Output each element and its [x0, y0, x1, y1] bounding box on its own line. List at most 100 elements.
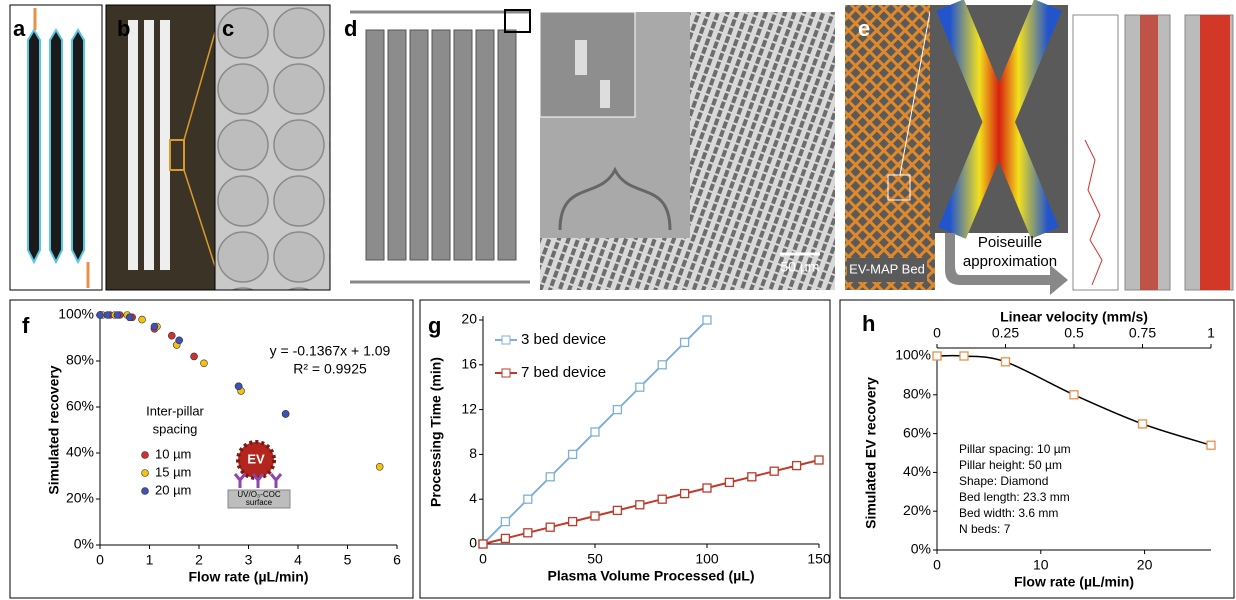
marker	[501, 518, 509, 526]
point	[104, 312, 111, 319]
marker	[703, 484, 711, 492]
y-tick-label: 60%	[66, 398, 94, 414]
annotation: Bed length: 23.3 mm	[959, 490, 1070, 504]
annotation: Pillar height: 50 µm	[959, 458, 1062, 472]
panel-label: a	[13, 16, 26, 41]
x-axis-label: Flow rate (µL/min)	[1014, 574, 1134, 590]
panel-label: e	[858, 16, 870, 41]
marker	[725, 478, 733, 486]
y-tick-label: 0	[469, 535, 477, 551]
x-tick-label: 0	[933, 557, 941, 573]
y-tick-label: 20	[461, 311, 477, 327]
y-tick-label: 100%	[58, 306, 94, 322]
x-tick-label: 0	[96, 552, 104, 568]
y-tick-label: 40%	[66, 444, 94, 460]
marker	[933, 352, 941, 360]
x-axis-label: Plasma Volume Processed (µL)	[548, 568, 755, 584]
annotation: Bed width: 3.6 mm	[959, 506, 1058, 520]
marker	[770, 467, 778, 475]
inset-label: EV	[247, 451, 265, 466]
point	[176, 337, 183, 344]
panel-label: g	[428, 313, 441, 338]
marker	[793, 462, 801, 470]
point	[282, 410, 289, 417]
x-tick-label: 2	[195, 552, 203, 568]
marker	[501, 534, 509, 542]
legend-marker	[142, 488, 149, 495]
y-axis-label: Processing Time (min)	[428, 357, 444, 507]
figure: 50 µm EV-MAP Bed Poiseuille approximatio…	[0, 0, 1236, 600]
marker	[681, 338, 689, 346]
marker	[815, 456, 823, 464]
marker	[636, 501, 644, 509]
marker	[613, 506, 621, 514]
x-tick-label: 10	[1033, 557, 1049, 573]
x-tick-label: 0	[479, 551, 487, 567]
panel-label: f	[22, 313, 30, 338]
point	[376, 463, 383, 470]
marker	[1207, 441, 1215, 449]
legend-label: 10 µm	[155, 446, 191, 461]
point	[200, 360, 207, 367]
marker	[960, 352, 968, 360]
line	[483, 460, 819, 544]
x-tick-label: 20	[1137, 557, 1153, 573]
marker	[636, 383, 644, 391]
device-schematic	[28, 30, 84, 262]
y-tick-label: 60%	[903, 424, 931, 440]
y-tick-label: 12	[461, 400, 477, 416]
marker	[569, 518, 577, 526]
annotation: N beds: 7	[959, 522, 1011, 536]
marker	[591, 428, 599, 436]
equation: R² = 0.9925	[293, 361, 367, 377]
x-tick-label: 150	[807, 551, 831, 567]
y-tick-label: 80%	[903, 386, 931, 402]
y-tick-label: 20%	[903, 502, 931, 518]
annotation: Shape: Diamond	[959, 474, 1048, 488]
x-tick-label: 3	[245, 552, 253, 568]
sem-image-2	[690, 12, 835, 290]
x-tick-label: 5	[344, 552, 352, 568]
image-c	[215, 5, 330, 290]
image-e	[845, 5, 935, 290]
legend-label: 7 bed device	[521, 364, 606, 381]
annotation: Pillar spacing: 10 µm	[959, 442, 1071, 456]
marker	[1002, 358, 1010, 366]
y-tick-label: 0%	[74, 536, 94, 552]
legend-label: 20 µm	[155, 482, 191, 497]
marker	[1139, 420, 1147, 428]
marker	[658, 361, 666, 369]
marker	[546, 473, 554, 481]
marker	[613, 406, 621, 414]
marker	[524, 529, 532, 537]
legend-marker	[142, 452, 149, 459]
y-tick-label: 100%	[895, 347, 931, 363]
y-tick-label: 20%	[66, 490, 94, 506]
y-tick-label: 4	[469, 490, 477, 506]
y-tick-label: 0%	[911, 541, 931, 557]
equation: y = -0.1367x + 1.09	[270, 343, 391, 359]
panel-label: b	[117, 16, 130, 41]
marker	[524, 495, 532, 503]
scale-bar: 50 µm	[780, 259, 819, 275]
x-axis-label: Flow rate (µL/min)	[188, 569, 308, 585]
y-axis-label: Simulated recovery	[46, 365, 62, 494]
y-tick-label: 8	[469, 445, 477, 461]
marker	[748, 473, 756, 481]
y-tick-label: 80%	[66, 352, 94, 368]
x2-tick-label: 0.5	[1064, 325, 1084, 341]
inset-label: surface	[246, 498, 273, 507]
point	[168, 332, 175, 339]
legend-marker	[142, 470, 149, 477]
marker	[658, 495, 666, 503]
x2-tick-label: 0.75	[1129, 325, 1156, 341]
panel-label: d	[344, 16, 357, 41]
point	[191, 353, 198, 360]
panel-label: c	[222, 16, 234, 41]
legend-label: 3 bed device	[521, 331, 606, 348]
y-axis-label: Simulated EV recovery	[863, 377, 879, 529]
marker	[569, 450, 577, 458]
x-tick-label: 4	[294, 552, 302, 568]
marker	[479, 540, 487, 548]
top-images: 50 µm EV-MAP Bed Poiseuille approximatio…	[10, 5, 1233, 295]
